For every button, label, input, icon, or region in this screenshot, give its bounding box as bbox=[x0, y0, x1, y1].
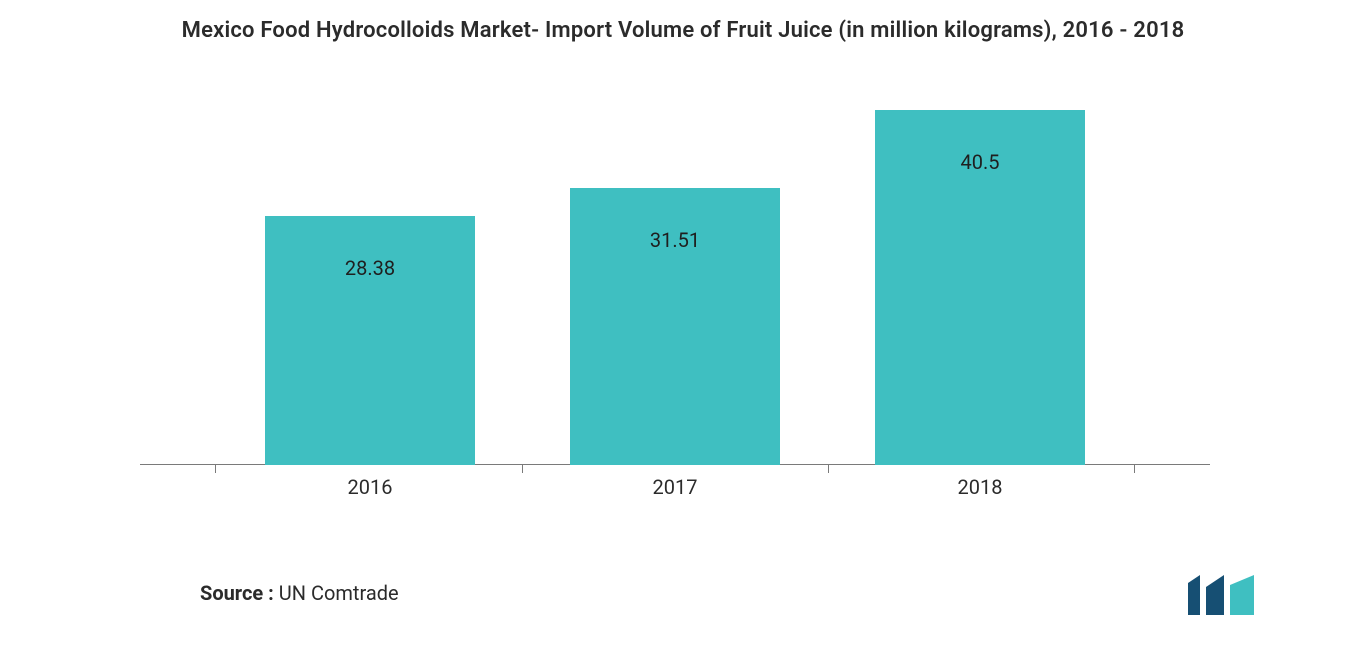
source-line: Source : UN Comtrade bbox=[200, 581, 399, 605]
bar bbox=[265, 216, 475, 465]
source-label: Source : bbox=[200, 581, 274, 605]
logo-icon bbox=[1186, 575, 1256, 615]
bar-group: 28.38 bbox=[265, 216, 475, 465]
bar-value-label: 40.5 bbox=[875, 150, 1085, 174]
source-text: UN Comtrade bbox=[279, 581, 399, 605]
x-tick bbox=[522, 465, 523, 473]
bar-value-label: 28.38 bbox=[265, 256, 475, 280]
bar-group: 31.51 bbox=[570, 188, 780, 465]
x-axis-label: 2016 bbox=[348, 475, 393, 499]
x-axis-label: 2017 bbox=[653, 475, 698, 499]
x-tick bbox=[215, 465, 216, 473]
bar-value-label: 31.51 bbox=[570, 228, 780, 252]
x-tick bbox=[828, 465, 829, 473]
x-tick bbox=[1134, 465, 1135, 473]
plot-area: 28.38 2016 31.51 2017 40.5 2018 bbox=[140, 70, 1210, 465]
chart-container: Mexico Food Hydrocolloids Market- Import… bbox=[0, 0, 1366, 655]
bar-group: 40.5 bbox=[875, 110, 1085, 466]
x-axis-label: 2018 bbox=[958, 475, 1003, 499]
brand-logo bbox=[1186, 575, 1256, 615]
chart-title: Mexico Food Hydrocolloids Market- Import… bbox=[0, 18, 1366, 43]
